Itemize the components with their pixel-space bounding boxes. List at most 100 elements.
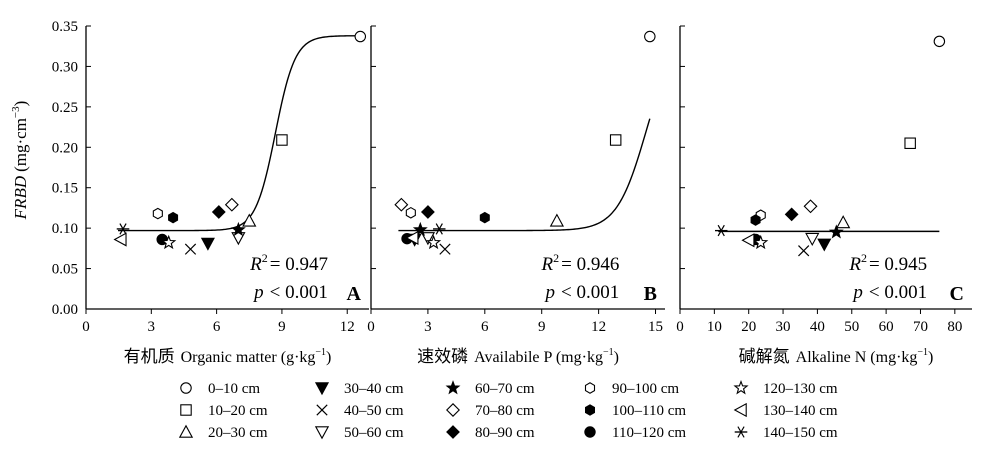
- p-value-label: p < 0.001: [851, 282, 927, 303]
- legend-label: 30–40 cm: [344, 381, 404, 397]
- legend-item: 90–100 cm: [584, 381, 679, 397]
- legend-label: 40–50 cm: [344, 403, 404, 419]
- data-point: [412, 221, 428, 237]
- legend-marker: [314, 426, 330, 440]
- data-point: [354, 30, 367, 43]
- data-point: [276, 134, 288, 146]
- data-point: [904, 137, 916, 149]
- legend-label: 10–20 cm: [208, 403, 268, 419]
- y-axis-title-unit: (mg·cm: [11, 118, 30, 172]
- fit-curve: [118, 35, 361, 232]
- x-tick-label: 0: [676, 319, 684, 335]
- p-value-label: p < 0.001: [252, 282, 328, 303]
- x-tick-label: 12: [591, 319, 606, 335]
- r-squared-label: R2 = 0.945: [848, 251, 927, 275]
- data-point: [836, 215, 851, 229]
- x-tick-label: 15: [648, 319, 663, 335]
- x-tick-label: 10: [707, 319, 722, 335]
- y-axis-title: FRBD (mg·cm−3): [10, 101, 30, 221]
- r-squared-label: R2 = 0.947: [249, 251, 328, 275]
- x-axis-title: 有机质 Organic matter (g·kg−1): [124, 347, 332, 367]
- legend-marker: [733, 402, 747, 418]
- data-point: [242, 213, 257, 227]
- data-point: [420, 205, 435, 219]
- x-tick-label: 0: [82, 319, 90, 335]
- p-value-label: p < 0.001: [544, 282, 620, 303]
- legend-item: 0–10 cm: [180, 381, 260, 397]
- legend-label: 70–80 cm: [475, 403, 535, 419]
- y-axis-title-close: ): [11, 101, 30, 107]
- y-tick-labels: 0.00 0.05 0.10 0.15 0.20 0.25 0.30 0.35: [52, 19, 78, 318]
- data-point: [211, 205, 226, 219]
- y-axis-title-exponent: −3: [10, 106, 22, 118]
- legend-marker: [445, 380, 461, 395]
- x-tick-label: 6: [481, 319, 489, 335]
- x-tick-label: 3: [424, 319, 432, 335]
- legend-marker: [584, 382, 596, 394]
- legend-item: 10–20 cm: [180, 403, 268, 419]
- data-point: [152, 207, 163, 220]
- legend-marker: [178, 424, 194, 438]
- legend-marker: [446, 425, 460, 439]
- legend-item: 110–120 cm: [584, 425, 686, 441]
- data-point: [549, 213, 565, 227]
- data-point: [784, 207, 799, 222]
- svg-text:FRBD(mg·cm−3): FRBD (mg·cm−3): [10, 101, 30, 221]
- legend-marker: [180, 404, 192, 416]
- legend-label: 60–70 cm: [475, 381, 535, 397]
- x-tick-label: 30: [776, 319, 791, 335]
- legend-item: 130–140 cm: [733, 402, 838, 419]
- chart-panels: 0 3 6 9 12 R2 = 0.947 p < 0.001 A 有机质 Organic matte…: [82, 25, 972, 367]
- legend-marker: [733, 380, 749, 395]
- data-point: [753, 234, 769, 250]
- legend-item: 70–80 cm: [446, 403, 535, 419]
- data-point: [394, 197, 409, 212]
- panel-letter: B: [644, 283, 657, 305]
- data-point: [420, 232, 436, 246]
- legend-marker: [446, 403, 460, 417]
- data-point: [405, 230, 419, 245]
- legend-label: 100–110 cm: [612, 403, 686, 419]
- legend-marker: [734, 426, 748, 438]
- legend-label: 0–10 cm: [208, 381, 260, 397]
- panel-letter: C: [950, 283, 964, 305]
- data-point: [231, 232, 246, 246]
- data-point: [805, 232, 820, 247]
- x-tick-label: 9: [538, 319, 546, 335]
- legend-item: 30–40 cm: [314, 381, 404, 397]
- y-tick-label: 0.30: [52, 59, 78, 75]
- legend-label: 120–130 cm: [763, 381, 838, 397]
- x-tick-label: 20: [741, 319, 756, 335]
- data-point: [426, 234, 442, 250]
- data-point: [750, 214, 761, 226]
- data-point: [803, 199, 818, 214]
- data-point: [798, 245, 810, 257]
- panel-A: 0 3 6 9 12 R2 = 0.947 p < 0.001 A 有机质 Organic matte…: [82, 25, 369, 367]
- legend-item: 140–150 cm: [734, 425, 838, 441]
- y-tick-label: 0.10: [52, 221, 78, 237]
- y-tick-label: 0.15: [52, 181, 78, 197]
- legend-marker: [180, 382, 192, 394]
- data-point: [230, 221, 246, 237]
- x-tick-label: 50: [844, 319, 859, 335]
- legend-item: 50–60 cm: [314, 425, 404, 441]
- legend-label: 140–150 cm: [763, 425, 838, 441]
- legend-item: 120–130 cm: [733, 380, 838, 397]
- legend-label: 20–30 cm: [208, 425, 268, 441]
- data-point: [741, 233, 755, 248]
- data-point: [433, 223, 446, 235]
- panel-C: 0 10 20 30 40 50 60 70 80 R2 = 0.945 p < 0.001 C 碱解氮 Al…: [676, 25, 972, 367]
- panel-B: 0 3 6 9 12 15 R2 = 0.946 p < 0.001 B 速效磷 Availabile …: [367, 25, 665, 367]
- x-tick-label: 0: [367, 319, 375, 335]
- x-tick-label: 70: [913, 319, 928, 335]
- r-squared-label: R2 = 0.946: [541, 251, 620, 275]
- y-tick-label: 0.05: [52, 262, 78, 278]
- x-axis-title: 碱解氮 Alkaline N (mg·kg−1): [739, 347, 934, 367]
- y-tick-label: 0.25: [52, 100, 78, 116]
- legend-label: 110–120 cm: [612, 425, 686, 441]
- x-tick-label: 6: [213, 319, 221, 335]
- x-axis-title: 速效磷 Availabile P (mg·kg−1): [417, 347, 619, 367]
- legend-label: 80–90 cm: [475, 425, 535, 441]
- legend-marker: [316, 404, 328, 416]
